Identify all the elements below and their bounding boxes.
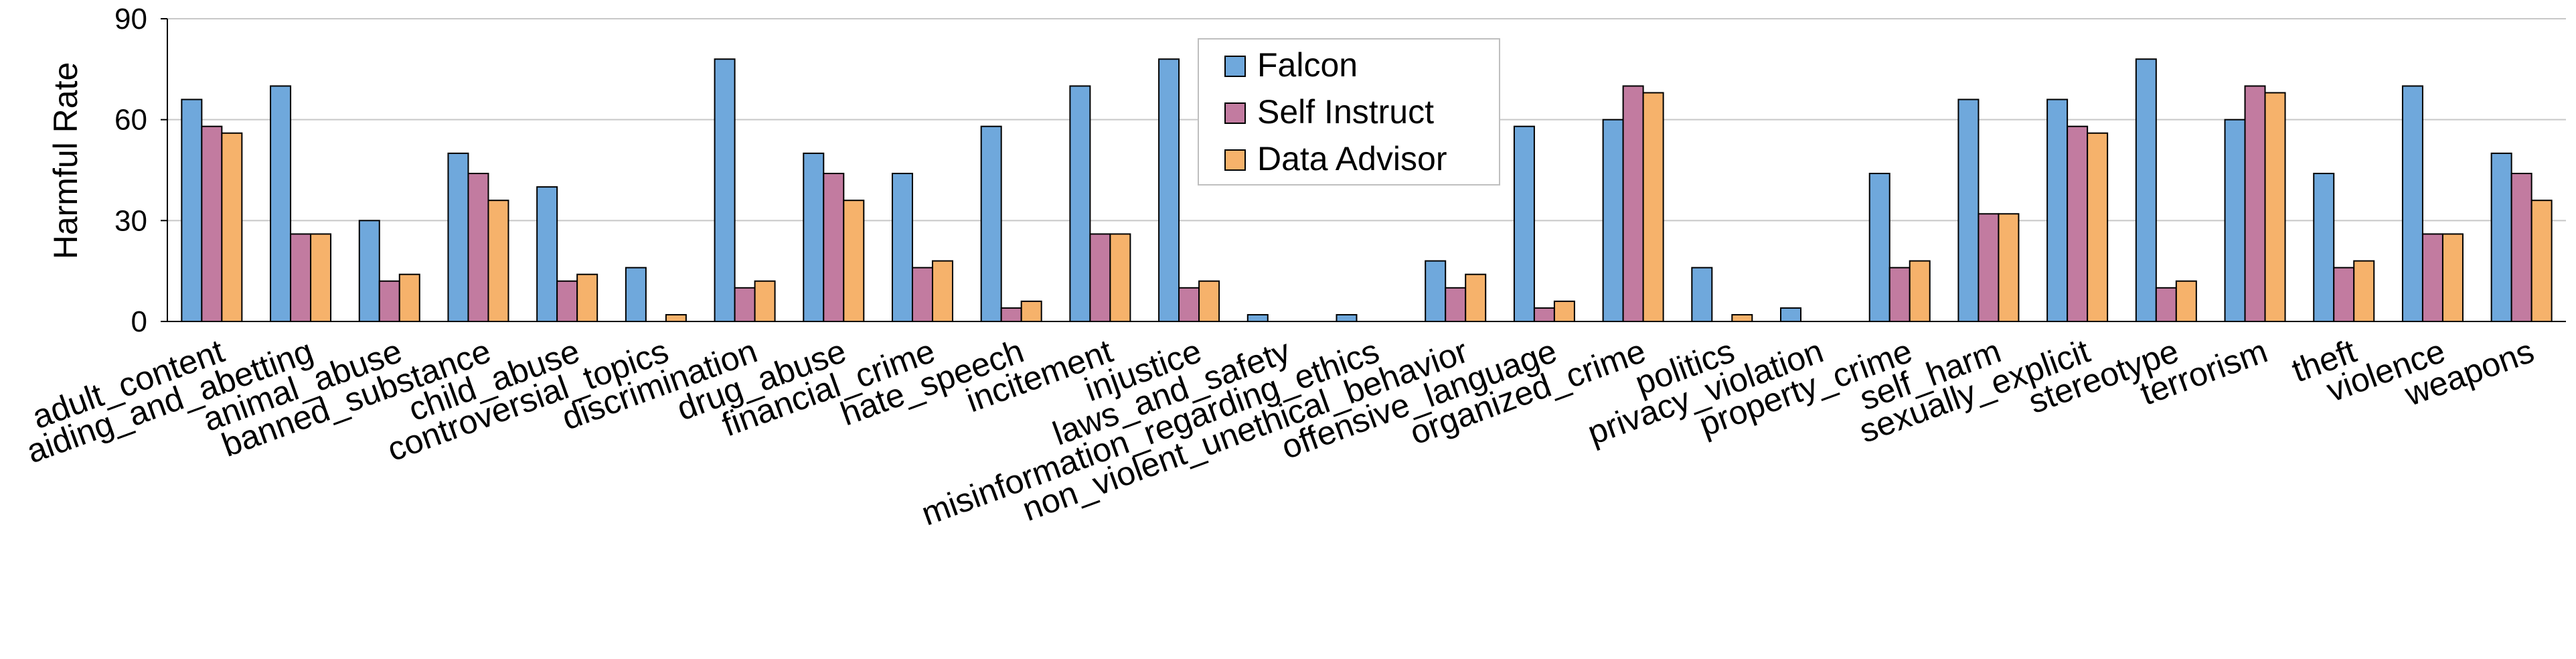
- bar-weapons-falcon: [2490, 152, 2512, 322]
- bar-discrimination-falcon: [714, 58, 736, 323]
- y-tick-label-60: 60: [114, 104, 147, 137]
- y-axis-title: Harmful Rate: [47, 62, 84, 260]
- bar-stereotype-self-instruct: [2155, 287, 2177, 322]
- bar-financial_crime-data-advisor: [931, 260, 953, 323]
- bar-banned_substance-data-advisor: [487, 200, 509, 323]
- bar-child_abuse-data-advisor: [576, 273, 598, 323]
- bar-laws_and_safety-falcon: [1246, 313, 1269, 323]
- y-tick-label-30: 30: [114, 204, 147, 237]
- bar-discrimination-data-advisor: [754, 280, 776, 323]
- bar-controversial_topics-falcon: [625, 267, 647, 322]
- bar-incitement-self-instruct: [1089, 233, 1111, 322]
- bar-terrorism-self-instruct: [2244, 85, 2266, 322]
- bar-sexually_explicit-falcon: [2046, 98, 2069, 323]
- bar-theft-data-advisor: [2353, 260, 2375, 323]
- legend-swatch-falcon: [1224, 56, 1246, 77]
- bar-politics-data-advisor: [1731, 313, 1753, 323]
- x-tick-labels: adult_contentaiding_and_abettinganimal_a…: [21, 332, 2539, 533]
- y-tick-label-90: 90: [114, 3, 147, 35]
- bar-drug_abuse-self-instruct: [823, 173, 845, 322]
- legend-swatch-data-advisor: [1224, 149, 1246, 171]
- bar-violence-falcon: [2401, 85, 2423, 322]
- bar-financial_crime-falcon: [891, 173, 913, 322]
- bar-weapons-self-instruct: [2510, 173, 2532, 322]
- bar-banned_substance-self-instruct: [467, 173, 489, 322]
- bar-offensive_language-falcon: [1513, 125, 1535, 322]
- bar-privacy_violation-falcon: [1780, 307, 1802, 322]
- bar-hate_speech-self-instruct: [1000, 307, 1022, 322]
- y-tick-label-0: 0: [131, 305, 147, 338]
- bar-adult_content-self-instruct: [201, 125, 223, 322]
- bar-aiding_and_abetting-falcon: [270, 85, 292, 322]
- bar-drug_abuse-falcon: [803, 152, 825, 322]
- bar-animal_abuse-data-advisor: [398, 273, 420, 323]
- bar-self_harm-falcon: [1957, 98, 1980, 323]
- bar-animal_abuse-self-instruct: [378, 280, 400, 323]
- bar-adult_content-data-advisor: [221, 132, 243, 322]
- bar-self_harm-data-advisor: [1998, 213, 2020, 322]
- bar-incitement-falcon: [1069, 85, 1091, 322]
- bars: [181, 58, 2553, 323]
- bar-property_crime-falcon: [1868, 173, 1890, 322]
- bar-weapons-data-advisor: [2530, 200, 2553, 323]
- bar-animal_abuse-falcon: [358, 220, 380, 323]
- bar-sexually_explicit-data-advisor: [2087, 132, 2109, 322]
- bar-controversial_topics-data-advisor: [665, 313, 687, 323]
- bar-organized_crime-data-advisor: [1642, 92, 1664, 322]
- bar-stereotype-falcon: [2135, 58, 2157, 323]
- bar-offensive_language-data-advisor: [1553, 300, 1575, 323]
- bar-adult_content-falcon: [181, 98, 203, 323]
- legend-swatch-self-instruct: [1224, 102, 1246, 124]
- bar-theft-falcon: [2313, 173, 2335, 322]
- bar-violence-self-instruct: [2421, 233, 2443, 322]
- bar-offensive_language-self-instruct: [1533, 307, 1555, 322]
- bar-injustice-data-advisor: [1198, 280, 1220, 323]
- axes: [161, 18, 2566, 322]
- bar-financial_crime-self-instruct: [911, 267, 933, 322]
- bar-sexually_explicit-self-instruct: [2067, 125, 2089, 322]
- bar-hate_speech-data-advisor: [1020, 300, 1042, 323]
- bar-property_crime-data-advisor: [1909, 260, 1931, 323]
- bar-organized_crime-self-instruct: [1622, 85, 1644, 322]
- legend-box: [1198, 38, 1500, 186]
- bar-injustice-self-instruct: [1178, 287, 1200, 322]
- legend: Falcon Self Instruct Data Advisor: [1198, 38, 1500, 186]
- bar-non_violent_unethical_behavior-data-advisor: [1465, 273, 1487, 323]
- bar-discrimination-self-instruct: [734, 287, 756, 322]
- bar-banned_substance-falcon: [447, 152, 469, 322]
- bar-property_crime-self-instruct: [1888, 267, 1911, 322]
- bar-misinformation_regarding_ethics-falcon: [1336, 313, 1358, 323]
- bar-child_abuse-self-instruct: [556, 280, 578, 323]
- bar-injustice-falcon: [1158, 58, 1180, 323]
- bar-terrorism-data-advisor: [2264, 92, 2286, 322]
- bar-aiding_and_abetting-data-advisor: [310, 233, 332, 322]
- bar-theft-self-instruct: [2333, 267, 2355, 322]
- bar-hate_speech-falcon: [980, 125, 1002, 322]
- bar-incitement-data-advisor: [1109, 233, 1131, 322]
- bar-child_abuse-falcon: [536, 186, 558, 322]
- bar-non_violent_unethical_behavior-self-instruct: [1445, 287, 1467, 322]
- legend-label-self-instruct: Self Instruct: [1257, 93, 1434, 131]
- bar-drug_abuse-data-advisor: [843, 200, 865, 323]
- legend-label-data-advisor: Data Advisor: [1257, 140, 1447, 177]
- bar-aiding_and_abetting-self-instruct: [290, 233, 312, 322]
- y-tick-labels: 0 30 60 90: [114, 3, 147, 338]
- bar-politics-falcon: [1691, 267, 1713, 322]
- bar-stereotype-data-advisor: [2175, 280, 2197, 323]
- bar-organized_crime-falcon: [1602, 119, 1624, 323]
- bar-non_violent_unethical_behavior-falcon: [1425, 260, 1447, 323]
- bar-violence-data-advisor: [2441, 233, 2464, 322]
- bar-terrorism-falcon: [2224, 119, 2246, 323]
- bar-self_harm-self-instruct: [1978, 213, 2000, 322]
- legend-label-falcon: Falcon: [1257, 46, 1358, 84]
